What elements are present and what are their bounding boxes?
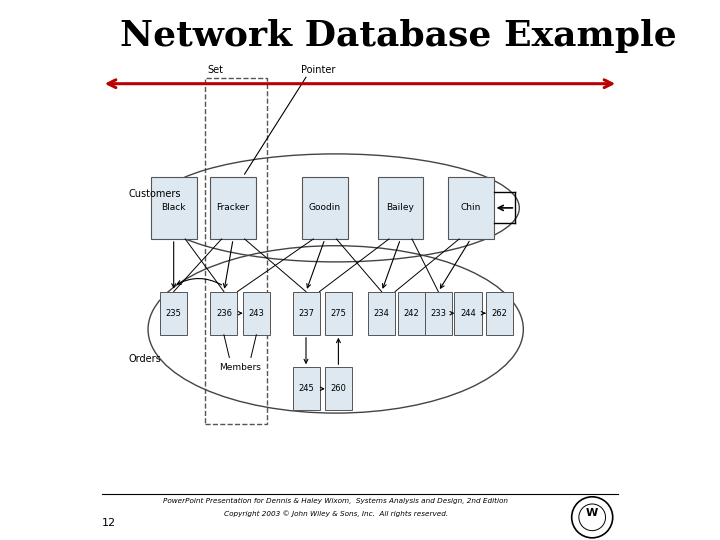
Text: 12: 12 — [102, 518, 116, 528]
Text: 244: 244 — [460, 309, 476, 318]
Text: Black: Black — [161, 204, 186, 212]
FancyBboxPatch shape — [302, 177, 348, 239]
FancyBboxPatch shape — [292, 292, 320, 335]
Text: Customers: Customers — [129, 190, 181, 199]
Text: 243: 243 — [248, 309, 264, 318]
FancyBboxPatch shape — [325, 292, 352, 335]
FancyBboxPatch shape — [448, 177, 494, 239]
Text: 235: 235 — [166, 309, 181, 318]
FancyBboxPatch shape — [150, 177, 197, 239]
Text: Fracker: Fracker — [217, 204, 250, 212]
FancyBboxPatch shape — [425, 292, 452, 335]
Text: 237: 237 — [298, 309, 314, 318]
Text: W: W — [586, 508, 598, 518]
Text: Members: Members — [219, 363, 261, 372]
FancyBboxPatch shape — [292, 367, 320, 410]
Text: Goodin: Goodin — [309, 204, 341, 212]
FancyBboxPatch shape — [243, 292, 270, 335]
Text: Chin: Chin — [461, 204, 481, 212]
Bar — [205, 78, 267, 424]
Text: Set: Set — [208, 64, 224, 75]
FancyBboxPatch shape — [486, 292, 513, 335]
Text: Copyright 2003 © John Wiley & Sons, Inc.  All rights reserved.: Copyright 2003 © John Wiley & Sons, Inc.… — [224, 510, 448, 517]
Text: Pointer: Pointer — [301, 64, 335, 75]
Text: Network Database Example: Network Database Example — [120, 19, 677, 53]
FancyBboxPatch shape — [325, 367, 352, 410]
FancyBboxPatch shape — [210, 177, 256, 239]
Text: Bailey: Bailey — [387, 204, 415, 212]
FancyBboxPatch shape — [160, 292, 187, 335]
FancyBboxPatch shape — [397, 292, 425, 335]
Text: 260: 260 — [330, 384, 346, 393]
Text: 234: 234 — [374, 309, 390, 318]
Text: 242: 242 — [403, 309, 419, 318]
Text: 262: 262 — [491, 309, 508, 318]
Text: 245: 245 — [298, 384, 314, 393]
Text: 233: 233 — [431, 309, 446, 318]
FancyBboxPatch shape — [454, 292, 482, 335]
Text: 236: 236 — [216, 309, 232, 318]
FancyBboxPatch shape — [368, 292, 395, 335]
FancyBboxPatch shape — [377, 177, 423, 239]
Text: 275: 275 — [330, 309, 346, 318]
Text: PowerPoint Presentation for Dennis & Haley Wixom,  Systems Analysis and Design, : PowerPoint Presentation for Dennis & Hal… — [163, 498, 508, 504]
Text: Orders: Orders — [129, 354, 161, 364]
FancyBboxPatch shape — [210, 292, 238, 335]
